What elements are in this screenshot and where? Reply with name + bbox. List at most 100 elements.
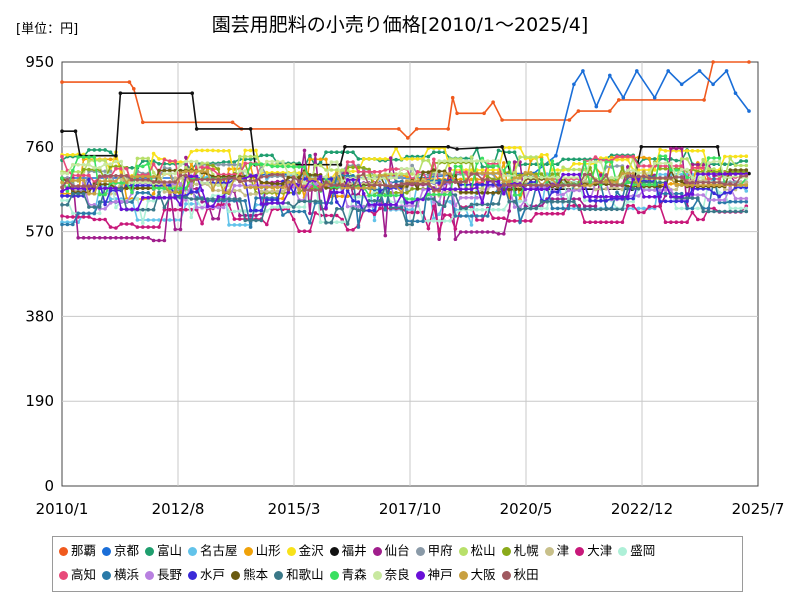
data-point [636,206,641,211]
data-point [426,158,431,163]
data-point [485,174,490,179]
data-point [345,228,350,232]
data-point [545,177,549,182]
data-point [550,206,555,211]
data-point [744,154,749,158]
data-point [216,216,221,221]
data-point [130,180,134,185]
data-point [216,195,221,199]
data-point [453,159,458,163]
data-point [259,208,264,213]
data-point [168,207,172,212]
data-point [642,182,646,187]
data-point [626,171,630,176]
data-point [442,213,447,217]
data-point [367,186,371,190]
data-point [410,207,415,212]
data-point [626,154,630,159]
data-point [496,148,501,153]
data-point [582,160,587,164]
data-point [480,200,485,205]
data-point [739,199,743,204]
data-point [512,150,517,154]
data-point [227,197,231,201]
data-point [130,200,134,204]
data-point [227,203,231,207]
x-tick-label: 2020/5 [500,500,553,518]
data-point [529,180,533,184]
data-point [523,187,528,191]
data-point [448,187,452,191]
data-point [232,217,237,221]
data-point [620,187,625,192]
data-point [232,176,237,180]
data-point [76,236,80,240]
data-point [124,180,129,185]
data-point [340,207,345,211]
x-axis: 2010/1 2012/8 2015/3 2017/10 2020/5 2022/12 20… [36,500,785,518]
legend-label: 青森 [341,567,367,582]
data-point [297,165,301,169]
data-point [604,195,608,199]
data-point [103,158,107,163]
data-point [642,206,646,211]
legend-item: 津 [544,543,569,559]
data-point [92,148,97,152]
data-point [679,164,684,168]
data-point [92,236,97,240]
data-point [615,175,619,180]
data-point [464,156,468,161]
data-point [216,177,221,182]
data-point [747,109,751,113]
data-point [238,223,242,227]
data-point [442,204,447,208]
data-point [329,160,334,164]
data-point [162,190,167,194]
legend-label: 神戸 [427,567,453,582]
data-point [594,104,599,109]
data-point [168,159,172,163]
data-point [157,190,161,195]
legend-row-1: 那覇 京都 富山 名古屋 山形 金沢 福井 仙台 甲府 松山 札幌 津 大津 盛岡 [59,543,661,559]
data-point [415,187,420,191]
data-point [620,157,625,162]
data-point [674,183,679,187]
data-point [275,182,280,186]
data-point [146,199,150,203]
data-point [448,199,452,204]
legend-marker [501,546,511,556]
data-point [581,69,585,73]
data-point [141,156,145,161]
data-point [394,193,398,198]
data-point [71,162,75,167]
data-point [636,168,641,172]
data-point [205,204,210,208]
data-point [173,207,177,212]
data-point [60,194,64,198]
data-point [410,197,415,201]
data-point [717,209,722,214]
data-point [485,202,490,207]
data-point [124,174,129,178]
data-point [265,159,269,164]
data-point [97,174,102,179]
data-point [561,165,565,170]
data-point [221,205,226,210]
legend-label: 盛岡 [630,543,656,558]
data-point [458,159,463,163]
data-point [124,236,129,240]
data-point [690,180,695,185]
data-point [458,180,463,184]
data-point [232,197,237,201]
data-point [663,166,668,171]
data-point [378,173,382,178]
data-point [302,171,307,175]
data-point [211,148,215,153]
data-point [631,187,635,191]
data-point [254,196,258,200]
data-point [178,168,183,173]
data-point [572,206,576,211]
data-point [119,178,124,182]
data-point [453,180,458,184]
data-point [496,179,501,184]
